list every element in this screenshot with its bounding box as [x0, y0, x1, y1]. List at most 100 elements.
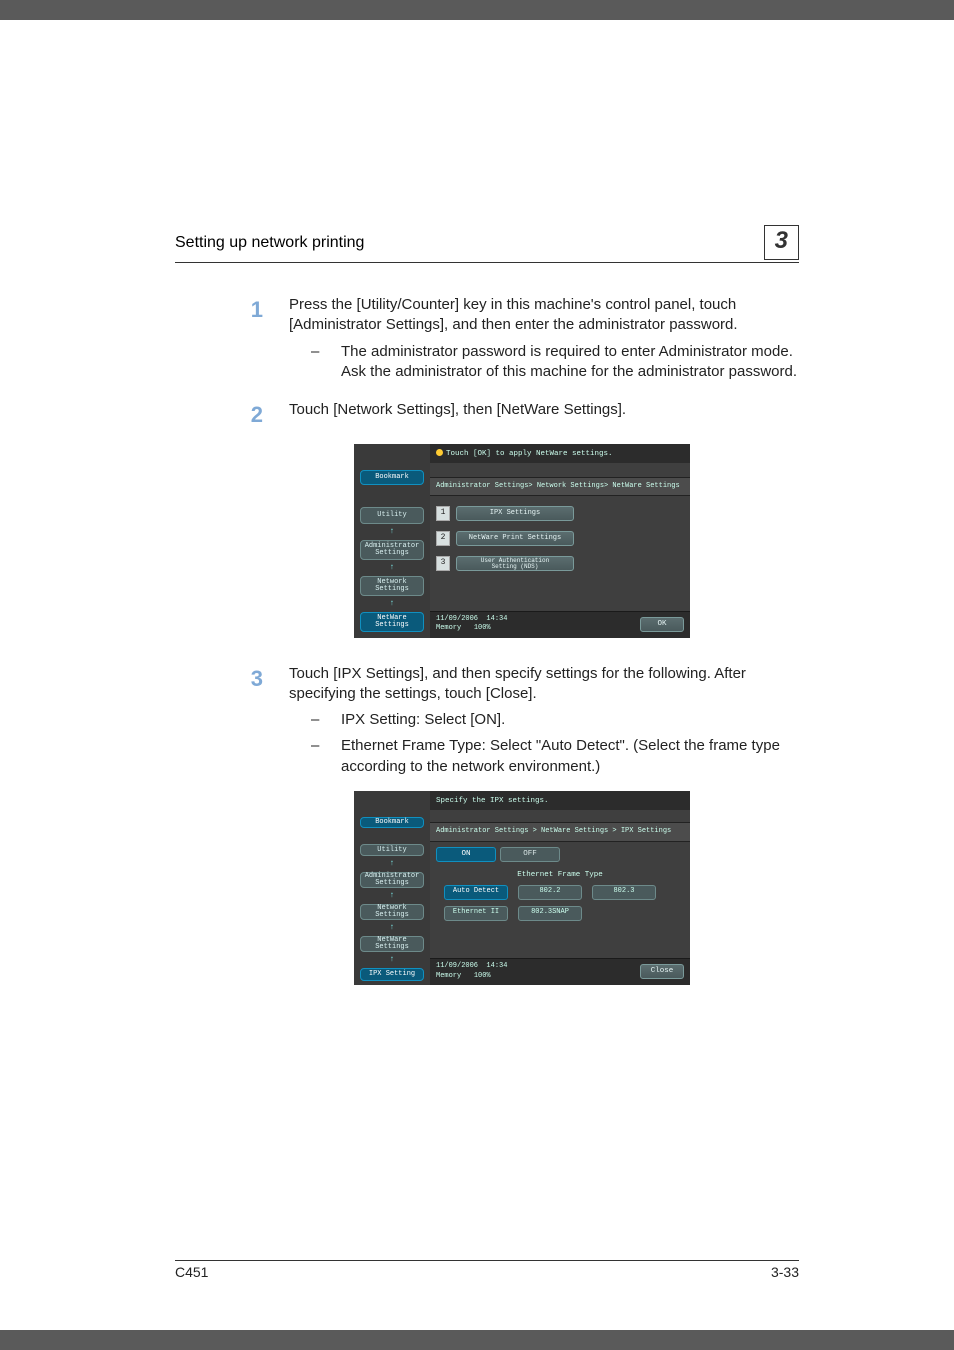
up-arrow-icon: ↑	[390, 859, 395, 869]
sidebar-ipx-setting[interactable]: IPX Setting	[360, 968, 424, 981]
footer-row: C451 3-33	[175, 1264, 799, 1280]
step-sub: – IPX Setting: Select [ON].	[311, 710, 799, 730]
footer-model: C451	[175, 1264, 208, 1280]
up-arrow-icon: ↑	[390, 891, 395, 901]
menu-row: 1 IPX Settings	[436, 506, 684, 521]
menu-index: 3	[436, 556, 450, 571]
sub-text: Ethernet Frame Type: Select "Auto Detect…	[341, 736, 799, 777]
step-2: 2 Touch [Network Settings], then [NetWar…	[245, 400, 799, 430]
frame-type-panel: Ethernet Frame Type Auto Detect 802.2 80…	[430, 864, 690, 959]
close-button[interactable]: Close	[640, 964, 684, 979]
status-mem-label: Memory	[436, 624, 461, 632]
breadcrumb: Administrator Settings> Network Settings…	[430, 477, 690, 496]
frame-row: Auto Detect 802.2 802.3	[444, 885, 684, 900]
step-text: Touch [Network Settings], then [NetWare …	[289, 400, 799, 420]
up-arrow-icon: ↑	[390, 599, 395, 609]
dash-icon: –	[311, 736, 323, 777]
frame-802-3snap[interactable]: 802.3SNAP	[518, 906, 582, 921]
status-time: 14:34	[486, 962, 507, 970]
frame-802-3[interactable]: 802.3	[592, 885, 656, 900]
main-panel: Specify the IPX settings. Administrator …	[430, 791, 690, 985]
sidebar-admin-settings[interactable]: Administrator Settings	[360, 540, 424, 560]
status-bar: 11/09/2006 14:34 Memory 100% OK	[430, 611, 690, 638]
tip-text: Specify the IPX settings.	[436, 797, 549, 805]
page-header: Setting up network printing 3	[175, 225, 799, 260]
section-title: Setting up network printing	[175, 234, 364, 252]
frame-auto-detect[interactable]: Auto Detect	[444, 885, 508, 900]
dash-icon: –	[311, 710, 323, 730]
breadcrumb: Administrator Settings > NetWare Setting…	[430, 822, 690, 841]
status-bar: 11/09/2006 14:34 Memory 100% Close	[430, 958, 690, 985]
status-date: 11/09/2006	[436, 615, 478, 623]
bookmark-button[interactable]: Bookmark	[360, 470, 424, 485]
status-mem-label: Memory	[436, 972, 461, 980]
step-body: Touch [IPX Settings], and then specify s…	[289, 664, 799, 777]
screenshot-ipx-settings: Bookmark Utility ↑ Administrator Setting…	[354, 791, 690, 985]
sidebar-network-settings[interactable]: Network Settings	[360, 576, 424, 596]
menu-row: 3 User Authentication Setting (NDS)	[436, 556, 684, 571]
menu-row: 2 NetWare Print Settings	[436, 531, 684, 546]
screenshot-2-wrap: Bookmark Utility ↑ Administrator Setting…	[245, 791, 799, 985]
up-arrow-icon: ↑	[390, 923, 395, 933]
status-info: 11/09/2006 14:34 Memory 100%	[436, 962, 507, 981]
sidebar: Bookmark Utility ↑ Administrator Setting…	[354, 444, 430, 638]
menu-user-auth-nds[interactable]: User Authentication Setting (NDS)	[456, 556, 574, 571]
status-mem-val: 100%	[474, 972, 491, 980]
sub-text: The administrator password is required t…	[341, 342, 799, 383]
footer-rule	[175, 1260, 799, 1261]
step-body: Press the [Utility/Counter] key in this …	[289, 295, 799, 382]
toggle-row: ON OFF	[430, 842, 690, 864]
menu-ipx-settings[interactable]: IPX Settings	[456, 506, 574, 521]
sidebar-utility[interactable]: Utility	[360, 507, 424, 524]
frame-ethernet-ii[interactable]: Ethernet II	[444, 906, 508, 921]
step-sub: – The administrator password is required…	[311, 342, 799, 383]
step-number: 1	[245, 295, 263, 382]
dash-icon: –	[311, 342, 323, 383]
footer-page-number: 3-33	[771, 1264, 799, 1280]
chapter-number: 3	[764, 225, 799, 260]
step-sub: – Ethernet Frame Type: Select "Auto Dete…	[311, 736, 799, 777]
menu-index: 2	[436, 531, 450, 546]
sidebar: Bookmark Utility ↑ Administrator Setting…	[354, 791, 430, 985]
ok-button[interactable]: OK	[640, 617, 684, 632]
bookmark-button[interactable]: Bookmark	[360, 817, 424, 828]
tip-text: Touch [OK] to apply NetWare settings.	[446, 450, 613, 458]
header-rule	[175, 262, 799, 263]
spacer	[430, 463, 690, 477]
frame-802-2[interactable]: 802.2	[518, 885, 582, 900]
status-mem-val: 100%	[474, 624, 491, 632]
step-text: Press the [Utility/Counter] key in this …	[289, 295, 799, 336]
step-number: 3	[245, 664, 263, 777]
toggle-off[interactable]: OFF	[500, 847, 560, 862]
step-text: Touch [IPX Settings], and then specify s…	[289, 664, 799, 705]
step-3: 3 Touch [IPX Settings], and then specify…	[245, 664, 799, 777]
up-arrow-icon: ↑	[390, 563, 395, 573]
menu-list: 1 IPX Settings 2 NetWare Print Settings …	[430, 496, 690, 611]
sidebar-utility[interactable]: Utility	[360, 844, 424, 857]
frame-row: Ethernet II 802.3SNAP	[444, 906, 684, 921]
bulb-icon	[436, 449, 443, 456]
sub-text: IPX Setting: Select [ON].	[341, 710, 505, 730]
up-arrow-icon: ↑	[390, 955, 395, 965]
main-panel: Touch [OK] to apply NetWare settings. Ad…	[430, 444, 690, 638]
spacer	[430, 810, 690, 822]
screenshot-netware-settings: Bookmark Utility ↑ Administrator Setting…	[354, 444, 690, 638]
menu-netware-print-settings[interactable]: NetWare Print Settings	[456, 531, 574, 546]
sidebar-admin-settings[interactable]: Administrator Settings	[360, 872, 424, 888]
manual-page: Setting up network printing 3 1 Press th…	[0, 20, 954, 1330]
toggle-on[interactable]: ON	[436, 847, 496, 862]
step-1: 1 Press the [Utility/Counter] key in thi…	[245, 295, 799, 382]
step-number: 2	[245, 400, 263, 430]
up-arrow-icon: ↑	[390, 527, 395, 537]
status-time: 14:34	[486, 615, 507, 623]
content-area: 1 Press the [Utility/Counter] key in thi…	[175, 295, 799, 985]
sidebar-netware-settings[interactable]: NetWare Settings	[360, 936, 424, 952]
sidebar-netware-settings[interactable]: NetWare Settings	[360, 612, 424, 632]
menu-index: 1	[436, 506, 450, 521]
status-date: 11/09/2006	[436, 962, 478, 970]
step-body: Touch [Network Settings], then [NetWare …	[289, 400, 799, 430]
sidebar-network-settings[interactable]: Network Settings	[360, 904, 424, 920]
status-info: 11/09/2006 14:34 Memory 100%	[436, 615, 507, 634]
tip-bar: Touch [OK] to apply NetWare settings.	[430, 444, 690, 463]
ethernet-frame-type-label: Ethernet Frame Type	[436, 870, 684, 880]
